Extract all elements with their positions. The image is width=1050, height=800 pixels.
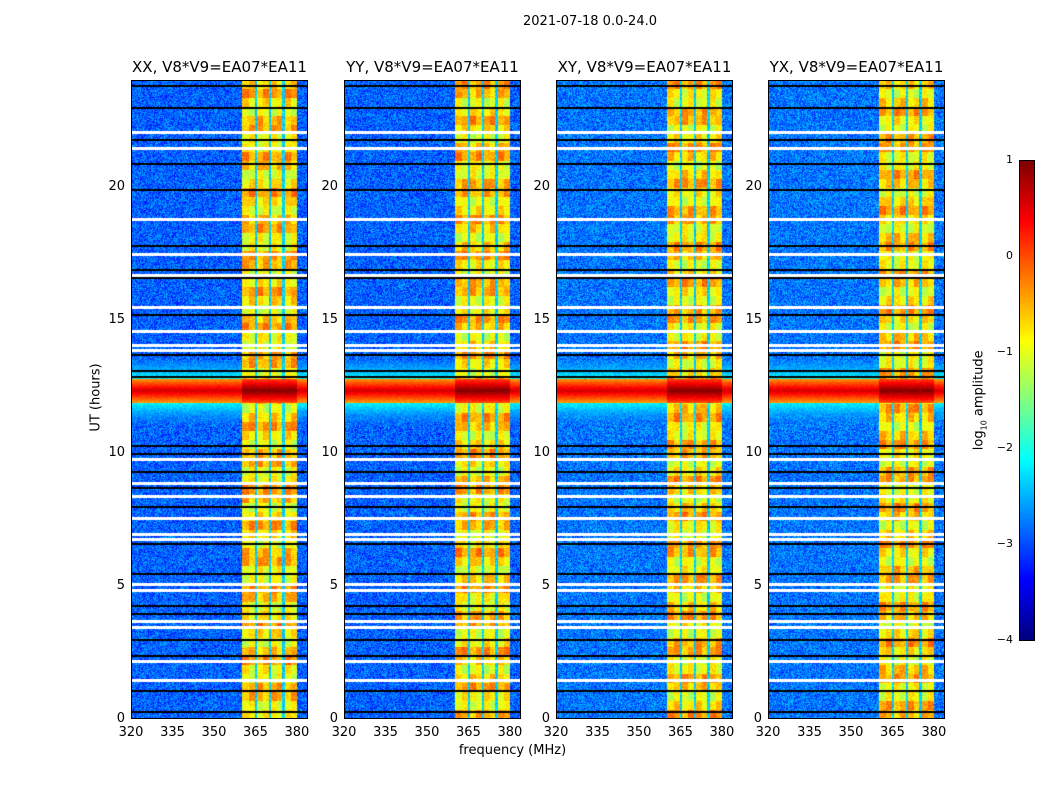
x-tick-label: 350 — [201, 725, 227, 740]
heatmap-image — [768, 80, 945, 719]
colorbar-label: log10 amplitude — [971, 350, 989, 451]
y-tick-label: 10 — [533, 444, 550, 460]
y-tick-label: 15 — [533, 311, 550, 327]
x-tick-label: 320 — [331, 725, 357, 740]
x-tick-label: 320 — [755, 725, 781, 740]
figure-title: 2021-07-18 0.0-24.0 — [523, 14, 657, 29]
colorbar-tick-label: −4 — [996, 633, 1013, 646]
colorbar-tick-label: −3 — [996, 537, 1013, 550]
colorbar-tick-label: 0 — [1006, 249, 1013, 262]
y-tick-label: 0 — [116, 711, 125, 726]
y-tick-label: 15 — [745, 311, 762, 327]
panel-title: YY, V8*V9=EA07*EA11 — [346, 58, 519, 76]
heatmap-image — [556, 80, 733, 719]
spectrogram-panel-4: YX, V8*V9=EA07*EA11 320 335 350 365 380 0 5 10 15… — [745, 58, 946, 740]
spectrogram-panel-1: XX, V8*V9=EA07*EA11 320 335 350 365 380 0 5 10 15… — [108, 58, 309, 740]
colorbar-gradient — [1020, 161, 1034, 640]
y-tick-label: 5 — [116, 577, 125, 593]
x-tick-label: 380 — [709, 725, 735, 740]
colorbar — [1019, 160, 1035, 641]
y-tick-label: 0 — [753, 711, 762, 726]
y-tick-label: 5 — [541, 577, 550, 593]
heatmap-image — [131, 80, 308, 719]
x-tick-label: 365 — [880, 725, 905, 740]
heatmap-image — [344, 80, 521, 719]
colorbar-tick-label: −2 — [996, 441, 1013, 454]
panel-title: XX, V8*V9=EA07*EA11 — [132, 58, 307, 76]
x-tick-label: 320 — [543, 725, 569, 740]
x-tick-label: 335 — [160, 725, 185, 740]
x-tick-label: 335 — [373, 725, 398, 740]
y-tick-label: 20 — [108, 178, 125, 194]
y-axis-label: UT (hours) — [88, 363, 104, 432]
x-tick-label: 365 — [243, 725, 268, 740]
y-tick-label: 10 — [321, 444, 338, 460]
x-tick-label: 350 — [626, 725, 652, 740]
x-tick-label: 380 — [284, 725, 310, 740]
y-tick-label: 20 — [745, 178, 762, 194]
y-tick-label: 20 — [321, 178, 338, 194]
x-tick-label: 380 — [921, 725, 947, 740]
x-tick-label: 335 — [797, 725, 822, 740]
x-tick-label: 335 — [585, 725, 610, 740]
panel-title: YX, V8*V9=EA07*EA11 — [769, 58, 944, 76]
y-tick-label: 15 — [108, 311, 125, 327]
x-tick-label: 350 — [838, 725, 864, 740]
colorbar-tick-label: −1 — [996, 345, 1013, 358]
y-tick-label: 0 — [329, 711, 338, 726]
colorbar-tick-label: 1 — [1006, 153, 1013, 166]
x-tick-label: 350 — [414, 725, 440, 740]
y-tick-label: 20 — [533, 178, 550, 194]
x-tick-label: 365 — [668, 725, 693, 740]
x-axis-label: frequency (MHz) — [458, 743, 567, 758]
y-tick-label: 15 — [321, 311, 338, 327]
y-tick-label: 10 — [108, 444, 125, 460]
y-tick-label: 5 — [329, 577, 338, 593]
y-tick-label: 10 — [745, 444, 762, 460]
y-tick-label: 0 — [541, 711, 550, 726]
panel-title: XY, V8*V9=EA07*EA11 — [557, 58, 732, 76]
spectrogram-panel-3: XY, V8*V9=EA07*EA11 320 335 350 365 380 0 5 10 15… — [533, 58, 734, 740]
y-tick-label: 5 — [753, 577, 762, 593]
x-tick-label: 365 — [456, 725, 481, 740]
x-tick-label: 380 — [497, 725, 523, 740]
spectrogram-panel-2: YY, V8*V9=EA07*EA11 320 335 350 365 380 0 5 10 15… — [321, 58, 522, 740]
x-tick-label: 320 — [118, 725, 144, 740]
